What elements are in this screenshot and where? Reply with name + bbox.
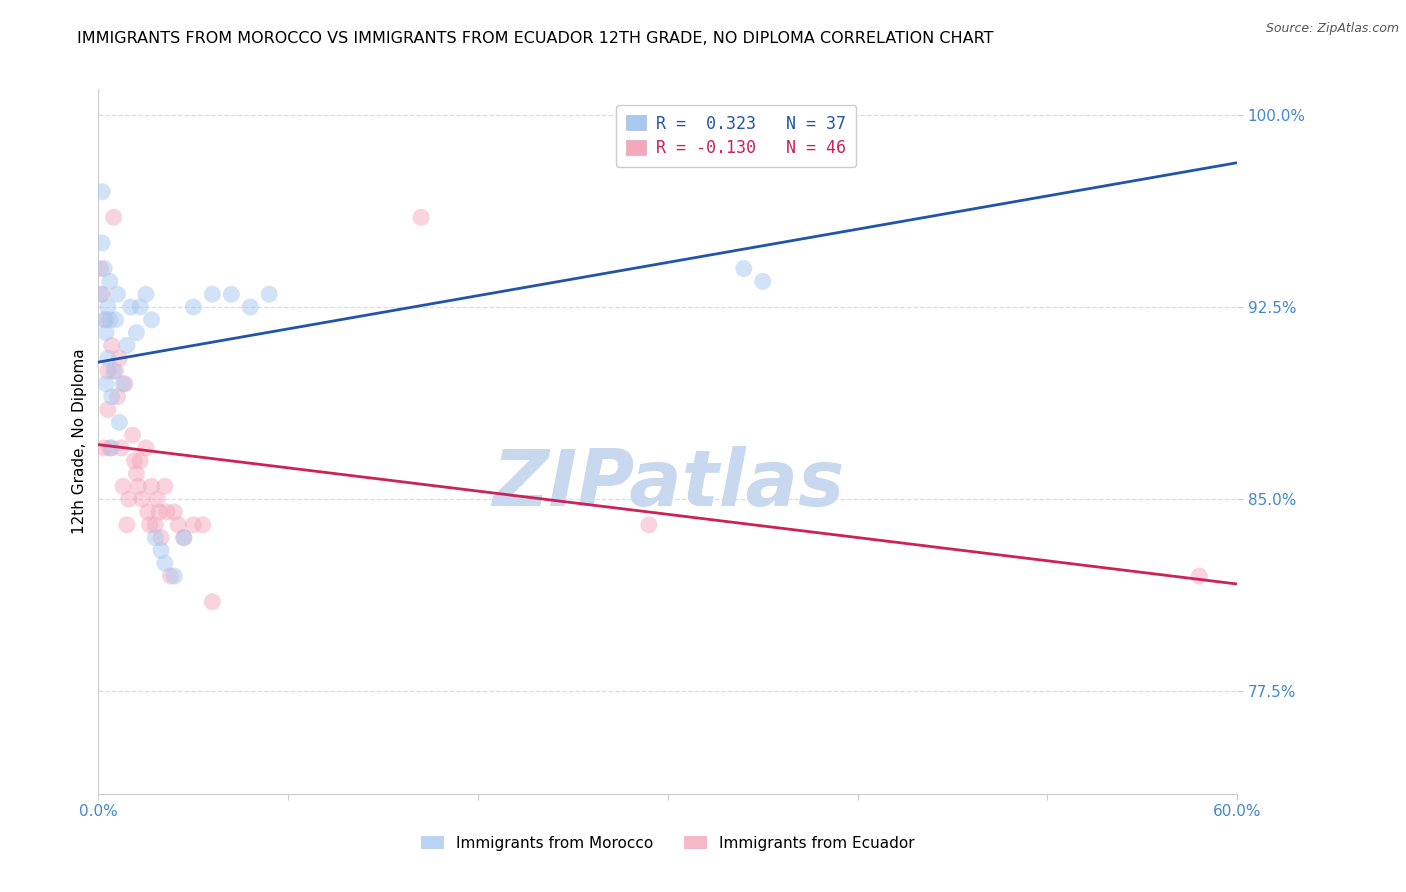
- Point: [118, 492, 141, 507]
- Point: [138, 517, 160, 532]
- Point: [733, 261, 755, 276]
- Point: [638, 517, 661, 532]
- Point: [94, 313, 117, 327]
- Point: [115, 517, 138, 532]
- Point: [191, 517, 214, 532]
- Point: [91, 287, 114, 301]
- Point: [107, 287, 129, 301]
- Point: [91, 235, 114, 250]
- Point: [135, 287, 157, 301]
- Point: [112, 376, 135, 391]
- Point: [89, 261, 111, 276]
- Point: [100, 441, 122, 455]
- Point: [411, 211, 433, 225]
- Legend: R =  0.323   N = 37, R = -0.130   N = 46: R = 0.323 N = 37, R = -0.130 N = 46: [616, 104, 856, 167]
- Point: [146, 492, 169, 507]
- Point: [93, 261, 115, 276]
- Point: [120, 300, 142, 314]
- Point: [145, 517, 167, 532]
- Point: [108, 351, 131, 366]
- Point: [112, 479, 135, 493]
- Point: [98, 313, 121, 327]
- Point: [114, 376, 136, 391]
- Point: [136, 505, 159, 519]
- Text: Source: ZipAtlas.com: Source: ZipAtlas.com: [1265, 22, 1399, 36]
- Point: [125, 326, 148, 340]
- Point: [121, 428, 143, 442]
- Point: [153, 479, 176, 493]
- Point: [97, 364, 120, 378]
- Point: [108, 415, 131, 429]
- Point: [97, 300, 120, 314]
- Text: IMMIGRANTS FROM MOROCCO VS IMMIGRANTS FROM ECUADOR 12TH GRADE, NO DIPLOMA CORREL: IMMIGRANTS FROM MOROCCO VS IMMIGRANTS FR…: [77, 31, 994, 46]
- Point: [100, 390, 122, 404]
- Point: [159, 569, 181, 583]
- Point: [104, 313, 127, 327]
- Point: [141, 479, 163, 493]
- Point: [115, 338, 138, 352]
- Point: [129, 454, 152, 468]
- Point: [94, 376, 117, 391]
- Point: [221, 287, 243, 301]
- Point: [141, 313, 163, 327]
- Point: [201, 287, 224, 301]
- Point: [131, 492, 153, 507]
- Point: [94, 326, 117, 340]
- Point: [183, 300, 205, 314]
- Point: [167, 517, 190, 532]
- Point: [1188, 569, 1211, 583]
- Point: [125, 467, 148, 481]
- Point: [89, 287, 111, 301]
- Point: [770, 133, 793, 147]
- Point: [163, 505, 186, 519]
- Point: [150, 531, 173, 545]
- Point: [163, 569, 186, 583]
- Point: [129, 300, 152, 314]
- Point: [201, 595, 224, 609]
- Point: [97, 402, 120, 417]
- Point: [93, 441, 115, 455]
- Point: [110, 441, 132, 455]
- Point: [148, 505, 170, 519]
- Point: [107, 390, 129, 404]
- Point: [104, 364, 127, 378]
- Point: [156, 505, 179, 519]
- Point: [127, 479, 149, 493]
- Point: [183, 517, 205, 532]
- Point: [103, 364, 125, 378]
- Point: [100, 338, 122, 352]
- Point: [153, 556, 176, 570]
- Point: [98, 274, 121, 288]
- Point: [259, 287, 281, 301]
- Point: [91, 185, 114, 199]
- Point: [150, 543, 173, 558]
- Point: [135, 441, 157, 455]
- Y-axis label: 12th Grade, No Diploma: 12th Grade, No Diploma: [72, 349, 87, 534]
- Point: [173, 531, 195, 545]
- Point: [752, 274, 775, 288]
- Text: ZIPatlas: ZIPatlas: [492, 446, 844, 522]
- Point: [145, 531, 167, 545]
- Point: [97, 351, 120, 366]
- Point: [103, 211, 125, 225]
- Point: [239, 300, 262, 314]
- Point: [173, 531, 195, 545]
- Point: [124, 454, 146, 468]
- Point: [98, 441, 121, 455]
- Point: [93, 313, 115, 327]
